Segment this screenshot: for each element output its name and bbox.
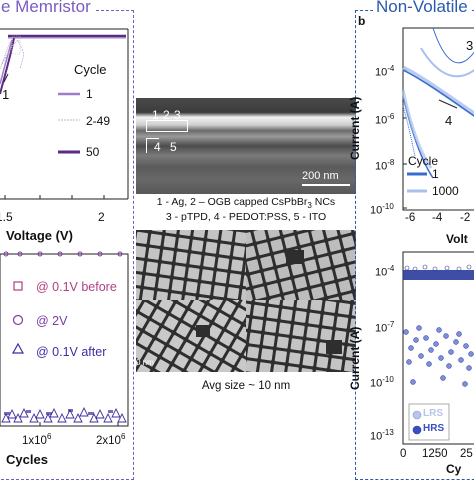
x-tick-2e6: 2x106 <box>96 432 126 447</box>
x-tick-minus-2: -2 <box>460 212 471 224</box>
y-axis-label-current: Current (A) <box>348 326 362 390</box>
legend-label-cycle-1: 1 <box>86 87 93 101</box>
legend-title-cycle: Cycle <box>74 62 107 77</box>
x-axis-label-voltage: Volt <box>446 232 468 246</box>
y-tick-1e-7: 10-7 <box>375 320 395 335</box>
legend-label-cycle-1: 1 <box>432 167 439 181</box>
x-tick-1250: 1250 <box>422 448 448 460</box>
y-tick-1e-10: 10-10 <box>370 375 394 390</box>
annotation-4: 4 <box>445 113 453 128</box>
memristor-iv-plot <box>0 28 129 200</box>
y-tick-1e-13: 10-13 <box>370 428 394 443</box>
nonvolatile-iv-plot <box>401 27 474 211</box>
y-tick-1e-10: 10-10 <box>370 202 394 217</box>
legend-marker-lrs <box>412 410 422 420</box>
legend-label-after: @ 0.1V after <box>36 345 107 359</box>
layer-caption-line-2: 3 - pTPD, 4 - PEDOT:PSS, 5 - ITO <box>165 211 327 223</box>
left-panel-title: e Memristor <box>0 0 94 17</box>
legend-marker-circle <box>12 314 24 326</box>
legend-label-cycle-1000: 1000 <box>432 184 459 198</box>
y-tick-1e-8: 10-8 <box>375 158 395 173</box>
annotation-1: 1 <box>2 87 10 102</box>
y-tick-1e-6: 10-6 <box>375 112 395 127</box>
legend-label-lrs: LRS <box>423 408 443 419</box>
avg-size-caption: Avg size ~ 10 nm <box>201 380 291 392</box>
legend-marker-triangle <box>11 342 25 354</box>
x-tick-label: 1.5 <box>0 210 13 224</box>
legend-label-cycle-2-49: 2-49 <box>86 114 111 128</box>
layer-box-4-5 <box>146 138 159 153</box>
layer-caption-line-1: 1 - Ag, 2 – OGB capped CsPbBr3 NCs <box>156 196 336 211</box>
legend-marker-hrs <box>412 425 422 435</box>
nc-scale-label: 0 nm <box>136 358 154 367</box>
x-tick-minus-6: -6 <box>405 212 416 224</box>
x-tick-1e6: 1x106 <box>22 432 52 447</box>
x-tick-label: 2 <box>98 210 105 224</box>
cross-section-tem-image: 1 2 3 4 5 200 nm <box>136 98 356 194</box>
endurance-plot <box>0 251 129 427</box>
scale-bar-line <box>302 184 350 186</box>
x-axis-label-cycles: Cycles <box>6 452 48 467</box>
scale-bar-label: 200 nm <box>302 170 339 182</box>
panel-letter-b: b <box>358 14 366 28</box>
layer-label-4: 4 <box>154 140 161 154</box>
legend-label-cycle-50: 50 <box>86 145 100 159</box>
layer-label-3: 3 <box>174 108 181 122</box>
legend-label-before: @ 0.1V before <box>36 280 117 294</box>
layer-label-5: 5 <box>170 140 177 154</box>
y-tick-1e-4: 10-4 <box>375 264 395 279</box>
legend-title-cycle: Cycle <box>408 154 439 168</box>
x-tick-0: 0 <box>400 448 407 460</box>
endurance-data-cluster <box>1 406 127 423</box>
x-tick-minus-4: -4 <box>432 212 443 224</box>
annotation-3: 3 <box>466 38 474 53</box>
right-panel-title: Non-Volatile <box>373 0 471 17</box>
layer-box-1-2-3 <box>146 120 188 132</box>
y-tick-1e-4: 10-4 <box>375 64 395 79</box>
x-tick-2500: 25 <box>460 448 473 460</box>
y-axis-label-current: Current (A) <box>348 96 362 160</box>
layer-label-1: 1 <box>152 108 159 122</box>
layer-label-2: 2 <box>163 108 170 122</box>
x-axis-label-cycles: Cy <box>446 462 462 476</box>
legend-label-hrs: HRS <box>423 423 445 434</box>
lrs-data-band <box>403 270 474 280</box>
retention-cycle-plot <box>402 251 474 445</box>
legend-label-2v: @ 2V <box>36 314 68 328</box>
legend-marker-square <box>13 281 23 291</box>
x-axis-label-voltage: Voltage (V) <box>6 228 73 243</box>
nanocrystal-tem-image: 0 nm <box>136 230 356 372</box>
hrs-data-scatter <box>403 325 474 387</box>
